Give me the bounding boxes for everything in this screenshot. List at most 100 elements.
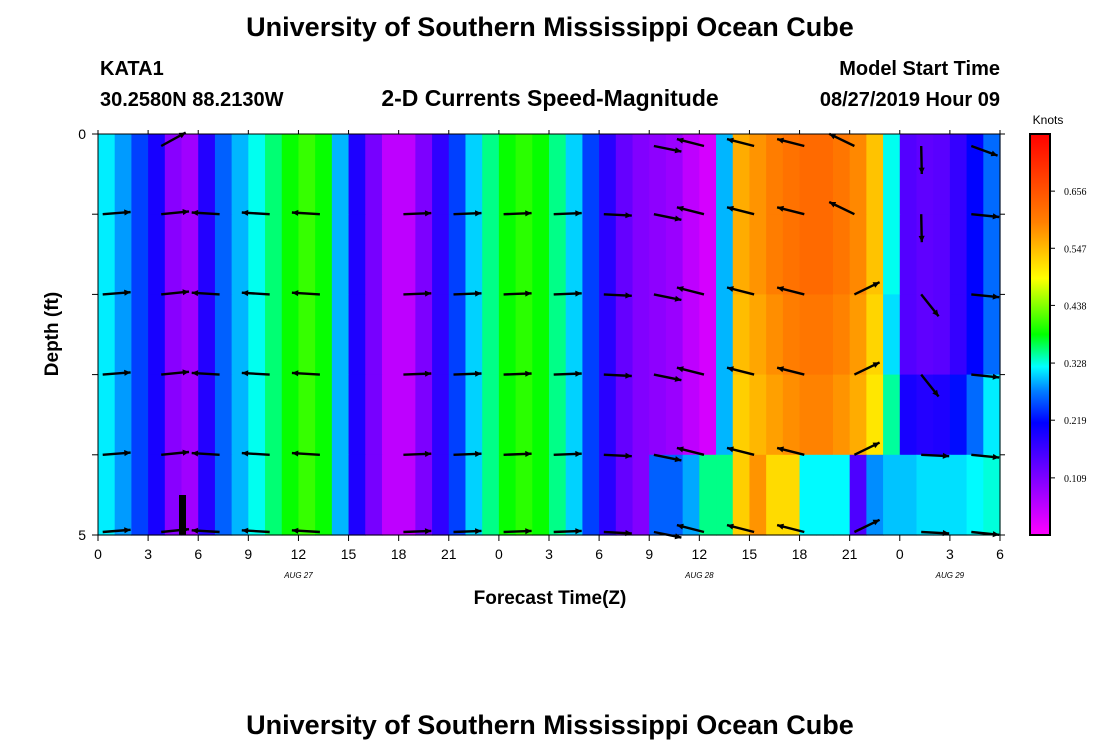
colorbar-ticks: 0.109 0.219 0.328 0.438 0.547 0.656 (1050, 187, 1087, 485)
heatmap-cell (432, 214, 450, 295)
vector-arrow-head (475, 290, 482, 297)
heatmap-cell (131, 294, 149, 376)
vector-arrow-head (625, 212, 632, 219)
heatmap-cell (949, 294, 968, 376)
vector-arrow-head (777, 446, 784, 453)
heatmap-cell (214, 454, 233, 536)
vector-arrow-head (676, 523, 684, 530)
vector-arrow-head (674, 147, 682, 154)
heatmap-cell (98, 294, 116, 376)
heatmap-cell (682, 294, 700, 376)
vector-arrow-head (241, 527, 249, 534)
heatmap-cell (966, 294, 984, 376)
vector-arrow-head (424, 450, 432, 457)
vector-arrow-head (676, 366, 684, 373)
vector-arrow-head (124, 527, 131, 534)
x-tick-label: 18 (792, 546, 808, 562)
y-axis: 05 (78, 126, 1005, 543)
heatmap-cell (716, 374, 734, 456)
heatmap-cell (766, 214, 784, 295)
vector-arrow-head (674, 375, 682, 382)
vector-arrow-head (475, 210, 482, 217)
heatmap-cell (482, 214, 500, 295)
heatmap-cell (749, 374, 767, 456)
bottom-title: University of Southern Mississippi Ocean… (246, 710, 854, 740)
heatmap-cell (465, 214, 483, 295)
heatmap-cell (398, 374, 416, 456)
heatmap-cell (265, 454, 283, 536)
heatmap-cell (632, 374, 650, 456)
heatmap-cell (599, 454, 617, 536)
heatmap-cell (549, 374, 567, 456)
heatmap-cell (665, 214, 684, 295)
heatmap-cell (181, 214, 199, 295)
heatmap-cell (582, 134, 600, 215)
vector-arrow-head (992, 293, 1000, 300)
heatmap-cell (816, 454, 834, 536)
heatmap-cell (933, 374, 951, 456)
heatmap-cell (181, 294, 199, 376)
heatmap-cell (98, 214, 116, 295)
heatmap-cell (549, 134, 567, 215)
heatmap-cell (415, 134, 433, 215)
heatmap-cell (766, 134, 784, 215)
vector-arrow-head (424, 290, 432, 297)
heatmap-cell (816, 214, 834, 295)
heatmap-cell (164, 214, 183, 295)
vector-arrow-head (674, 295, 682, 302)
x-tick-label: 0 (495, 546, 503, 562)
heatmap-cell (281, 374, 300, 456)
heatmap-cell (148, 374, 166, 456)
heatmap-cell (365, 294, 383, 376)
x-tick-label: 6 (996, 546, 1004, 562)
heatmap-cell (699, 454, 717, 536)
heatmap-cell (315, 214, 333, 295)
heatmap-cell (348, 374, 366, 456)
heatmap-cell (699, 214, 717, 295)
heatmap-cell (799, 294, 817, 376)
heatmap-cell (849, 454, 867, 536)
heatmap-cell (432, 454, 450, 536)
vector-arrow-head (124, 289, 131, 296)
heatmap-cell (866, 134, 884, 215)
vector-arrow-head (424, 370, 432, 377)
heatmap-cell (131, 374, 149, 456)
vector-arrow-head (829, 133, 837, 140)
heatmap-cell (766, 294, 784, 376)
heatmap-cell (532, 374, 550, 456)
heatmap-cell (582, 214, 600, 295)
heatmap-cell (515, 374, 533, 456)
heatmap-cell (933, 294, 951, 376)
heatmap-cell (265, 134, 283, 215)
vector-arrow-head (676, 137, 684, 144)
heatmap-cell (482, 454, 500, 536)
heatmap-cell (164, 294, 183, 376)
colorbar-tick-label: 0.547 (1064, 244, 1087, 255)
vector-arrow-head (191, 290, 199, 297)
vector-arrow-head (872, 282, 880, 288)
heatmap-cell (649, 374, 667, 456)
x-tick-label: 0 (896, 546, 904, 562)
heatmap-cell (231, 214, 249, 295)
vector-arrow-head (777, 523, 784, 530)
heatmap-cell (265, 294, 283, 376)
colorbar-tick-label: 0.656 (1064, 187, 1087, 198)
heatmap-cell (716, 454, 734, 536)
heatmap-cell (883, 374, 901, 456)
vector-arrow-head (291, 527, 299, 534)
heatmap-cell (482, 374, 500, 456)
vector-arrow-head (525, 210, 532, 217)
heatmap-cell (565, 454, 583, 536)
heatmap-cell (248, 214, 266, 295)
heatmap-cell (983, 454, 1001, 536)
colorbar-tick-label: 0.438 (1064, 301, 1087, 312)
vector-arrow-head (424, 210, 432, 217)
heatmap-cell (348, 294, 366, 376)
vector-arrow-head (727, 366, 734, 373)
heatmap-cell (916, 294, 934, 376)
heatmap-cell (632, 214, 650, 295)
bottom-marker (179, 495, 186, 535)
vector-arrow-head (942, 452, 950, 459)
vector-arrow-head (475, 450, 482, 457)
